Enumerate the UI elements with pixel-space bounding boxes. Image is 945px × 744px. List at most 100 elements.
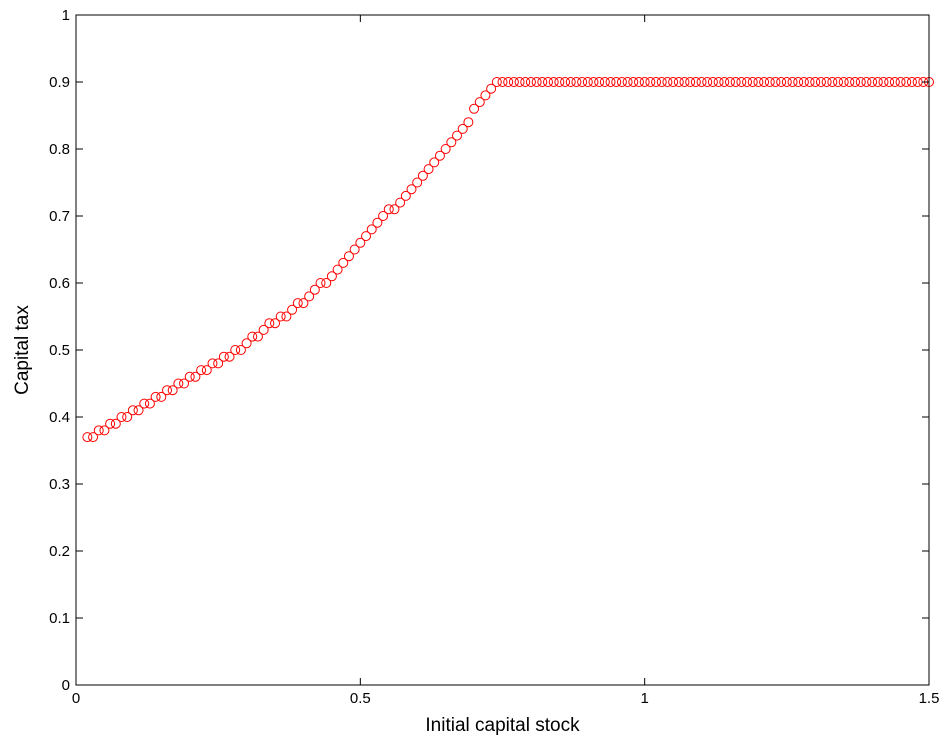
data-point — [611, 77, 622, 87]
data-point — [321, 278, 332, 288]
data-point — [93, 425, 104, 436]
data-point — [207, 358, 218, 369]
data-point — [167, 385, 178, 396]
data-point — [264, 318, 275, 329]
data-point — [503, 77, 514, 87]
data-point — [798, 77, 809, 87]
data-point — [366, 224, 377, 235]
data-point — [901, 77, 912, 87]
data-point — [616, 77, 627, 87]
data-point — [304, 291, 315, 302]
data-point — [270, 318, 281, 329]
data-point — [520, 77, 531, 87]
data-point — [804, 77, 815, 87]
data-point — [474, 97, 485, 108]
data-point — [213, 358, 224, 369]
x-axis-label: Initial capital stock — [425, 715, 580, 736]
data-point — [781, 77, 792, 87]
data-point — [753, 77, 764, 87]
data-point — [122, 412, 133, 422]
data-point — [855, 77, 866, 87]
x-tick-label: 0.5 — [350, 690, 371, 707]
data-point — [127, 405, 138, 416]
data-point — [383, 204, 394, 215]
y-tick-label: 0.2 — [49, 543, 70, 560]
data-point — [486, 83, 497, 94]
data-point — [110, 418, 121, 429]
data-point — [179, 378, 190, 389]
data-point — [241, 338, 252, 349]
data-point — [560, 77, 571, 87]
data-point — [594, 77, 605, 87]
data-point — [690, 77, 701, 87]
data-point — [571, 77, 582, 87]
data-point — [298, 298, 309, 309]
data-point — [577, 77, 588, 87]
data-point — [827, 77, 838, 87]
data-point — [173, 378, 184, 389]
data-point — [469, 103, 480, 114]
data-point — [815, 77, 826, 87]
data-point — [292, 298, 303, 309]
data-point — [361, 231, 372, 242]
y-tick-label: 0.9 — [49, 74, 70, 91]
data-point — [793, 77, 804, 87]
x-tick-label: 1.5 — [919, 690, 940, 707]
data-point — [133, 405, 144, 416]
data-point — [230, 345, 241, 355]
data-point — [776, 77, 787, 87]
data-point — [196, 365, 207, 376]
y-tick-label: 0.7 — [49, 208, 70, 225]
data-point — [412, 177, 423, 188]
data-point — [452, 130, 463, 141]
data-point — [713, 77, 724, 87]
data-point — [417, 170, 428, 181]
data-point — [764, 77, 775, 87]
data-point — [628, 77, 639, 87]
y-tick-label: 0 — [62, 677, 70, 694]
data-point — [554, 77, 565, 87]
data-point — [287, 304, 298, 315]
data-point — [508, 77, 519, 87]
data-point — [588, 77, 599, 87]
data-point — [542, 77, 553, 87]
y-axis-label: Capital tax — [12, 305, 33, 395]
data-point — [281, 311, 292, 322]
data-point — [99, 425, 110, 436]
data-point — [150, 391, 161, 402]
data-point — [742, 77, 753, 87]
data-point — [548, 77, 559, 87]
y-tick-label: 1 — [62, 7, 70, 24]
data-point — [355, 237, 366, 248]
data-point — [252, 331, 263, 342]
data-point — [622, 77, 633, 87]
data-point — [759, 77, 770, 87]
data-point — [565, 77, 576, 87]
data-point — [639, 77, 650, 87]
data-point — [833, 77, 844, 87]
data-point — [190, 371, 201, 382]
data-point — [872, 77, 883, 87]
data-point — [702, 77, 713, 87]
data-point — [770, 77, 781, 87]
data-point — [400, 190, 411, 201]
data-point — [463, 117, 474, 128]
data-point — [235, 345, 246, 355]
data-point — [850, 77, 861, 87]
y-tick-label: 0.1 — [49, 610, 70, 627]
data-point — [668, 77, 679, 87]
data-point — [201, 365, 212, 376]
data-point — [332, 264, 343, 275]
data-point — [633, 77, 644, 87]
data-point — [747, 77, 758, 87]
data-point — [224, 351, 235, 362]
data-point — [161, 385, 172, 396]
data-point — [88, 432, 99, 443]
data-point — [821, 77, 832, 87]
x-tick-label: 1 — [640, 690, 648, 707]
data-point — [514, 77, 525, 87]
data-point — [730, 77, 741, 87]
data-point — [184, 371, 195, 382]
